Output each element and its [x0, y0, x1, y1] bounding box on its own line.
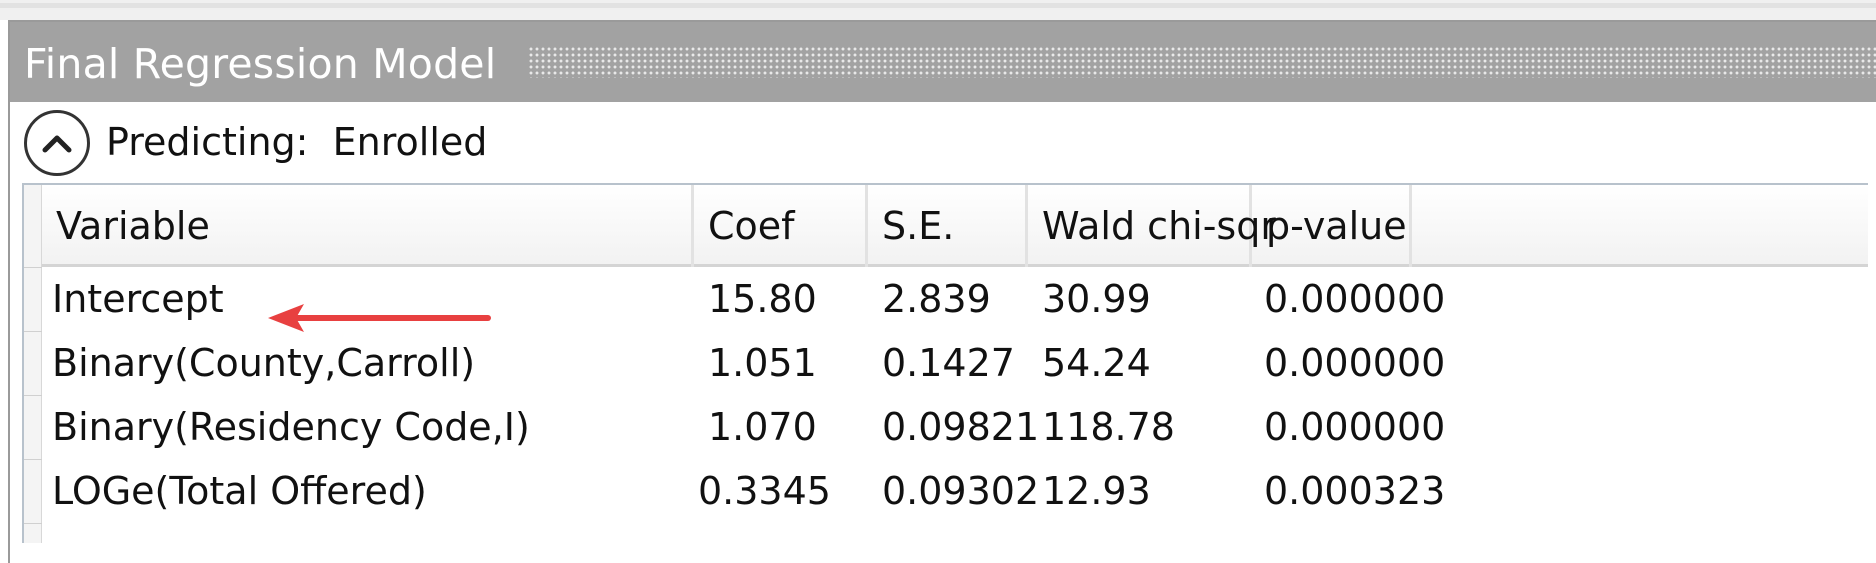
predicting-line: Predicting: Enrolled	[106, 120, 487, 164]
column-header-variable[interactable]: Variable	[42, 185, 694, 267]
table-row[interactable]: Binary(Residency Code,I) 1.070 0.09821 1…	[42, 395, 1868, 459]
cell-p-value: 0.000323	[1264, 469, 1446, 513]
cell-variable: Binary(Residency Code,I)	[52, 405, 530, 449]
row-gutter	[24, 185, 42, 543]
header-grip-pattern	[528, 46, 1876, 78]
cell-wald: 30.99	[1042, 277, 1151, 321]
cell-wald: 12.93	[1042, 469, 1151, 513]
cell-p-value: 0.000000	[1264, 277, 1446, 321]
table-header-row: Variable Coef S.E. Wald chi-sqr p-value	[42, 185, 1868, 267]
cell-coef: 0.3345	[698, 469, 831, 513]
cell-coef: 15.80	[708, 277, 817, 321]
cell-se: 0.09302	[882, 469, 1040, 513]
chevron-up-icon	[42, 135, 72, 153]
cell-wald: 54.24	[1042, 341, 1151, 385]
final-regression-model-panel: Final Regression Model	[8, 20, 1876, 563]
cell-wald: 118.78	[1042, 405, 1175, 449]
cell-variable: Intercept	[52, 277, 224, 321]
collapse-toggle-button[interactable]	[24, 110, 90, 176]
column-header-coef[interactable]: Coef	[694, 185, 868, 267]
column-header-se[interactable]: S.E.	[868, 185, 1028, 267]
table-row[interactable]: LOGe(Total Offered) 0.3345 0.09302 12.93…	[42, 459, 1868, 523]
cell-variable: LOGe(Total Offered)	[52, 469, 427, 513]
cell-p-value: 0.000000	[1264, 341, 1446, 385]
cell-p-value: 0.000000	[1264, 405, 1446, 449]
cell-se: 2.839	[882, 277, 991, 321]
cell-se: 0.1427	[882, 341, 1015, 385]
panel-title: Final Regression Model	[24, 40, 497, 88]
predicting-label: Predicting:	[106, 120, 309, 164]
column-header-wald-chi-sqr[interactable]: Wald chi-sqr	[1028, 185, 1276, 267]
table-row[interactable]: Intercept 15.80 2.839 30.99 0.000000	[42, 267, 1868, 331]
window-top-strip	[0, 0, 1876, 20]
table-row[interactable]: Binary(County,Carroll) 1.051 0.1427 54.2…	[42, 331, 1868, 395]
coefficients-table: Variable Coef S.E. Wald chi-sqr p-value …	[22, 183, 1868, 543]
column-header-p-value[interactable]: p-value	[1252, 185, 1412, 267]
predicting-value: Enrolled	[332, 120, 488, 164]
panel-header: Final Regression Model	[10, 22, 1876, 102]
cell-coef: 1.070	[708, 405, 817, 449]
cell-coef: 1.051	[708, 341, 817, 385]
cell-variable: Binary(County,Carroll)	[52, 341, 476, 385]
red-arrow-left-icon	[268, 304, 491, 332]
cell-se: 0.09821	[882, 405, 1040, 449]
table-body: Intercept 15.80 2.839 30.99 0.000000 Bin…	[42, 267, 1868, 543]
